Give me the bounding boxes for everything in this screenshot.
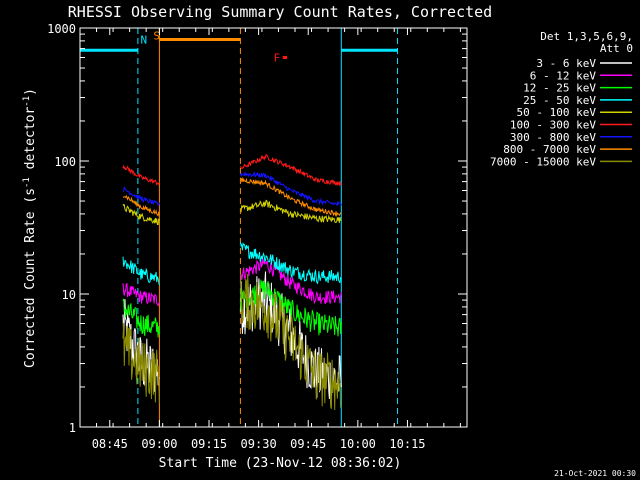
annotation-n: N (141, 33, 148, 46)
state-bars: N S F (80, 29, 398, 65)
plot-frame (79, 27, 468, 428)
series-layer (122, 153, 342, 411)
legend-label: 3 - 6 keV (536, 57, 596, 70)
series-trace (122, 194, 160, 217)
series-trace (239, 241, 342, 285)
series-6-12-kev (122, 258, 342, 307)
x-tick-label: 08:45 (92, 437, 128, 451)
axes: 08:45 09:00 09:15 09:30 09:45 10:00 10:15 1 10 10… (47, 22, 467, 451)
series-trace (240, 176, 342, 218)
series-trace (239, 170, 342, 207)
legend-label: 25 - 50 keV (523, 94, 596, 107)
x-axis-label: Start Time (23-Nov-12 08:36:02) (159, 456, 402, 471)
series-7000-15000-kev (122, 273, 342, 411)
x-tick-label: 09:45 (290, 437, 326, 451)
series-trace (239, 153, 342, 187)
legend-label: 100 - 300 keV (510, 119, 596, 132)
y-tick-label: 1000 (47, 22, 76, 36)
x-tick-label: 09:00 (141, 437, 177, 451)
series-300-800-kev (122, 170, 342, 207)
annotation-f: F (273, 52, 280, 65)
series-trace (122, 282, 160, 307)
x-tick-label: 09:15 (191, 437, 227, 451)
x-tick-label: 09:30 (241, 437, 277, 451)
series-trace (122, 186, 160, 207)
series-trace (122, 322, 160, 403)
series-800-7000-kev (122, 176, 342, 218)
y-tick-label: 1 (69, 421, 76, 435)
legend-label: 7000 - 15000 keV (490, 155, 596, 168)
x-tick-label: 10:15 (389, 437, 425, 451)
footer-date: 21-Oct-2021 00:30 (554, 469, 636, 478)
series-trace (239, 199, 342, 224)
legend-label: 800 - 7000 keV (503, 143, 596, 156)
legend-label: 12 - 25 keV (523, 82, 596, 95)
x-tick-label: 10:00 (340, 437, 376, 451)
series-trace (239, 273, 342, 411)
legend-label: 50 - 100 keV (517, 106, 597, 119)
legend-attenuator: Att 0 (600, 42, 633, 55)
series-trace (122, 256, 160, 286)
series-trace (122, 298, 160, 338)
legend-label: 300 - 800 keV (510, 131, 596, 144)
y-axis-label: Corrected Count Rate (s-1 detector-1) (22, 88, 38, 368)
y-axis-label-sup2: -1 (22, 96, 32, 107)
series-trace (122, 203, 160, 225)
chart-title: RHESSI Observing Summary Count Rates, Co… (68, 3, 492, 21)
series-25-50-kev (122, 241, 342, 286)
y-axis-label-sup1: -1 (22, 177, 32, 188)
series-trace (240, 258, 342, 305)
series-trace (122, 164, 160, 186)
y-axis-label-end: ) (23, 88, 38, 96)
y-tick-label: 100 (54, 155, 76, 169)
annotation-s: S (153, 29, 160, 42)
series-50-100-kev (122, 199, 342, 225)
legend-label: 6 - 12 keV (530, 69, 597, 82)
series-100-300-kev (122, 153, 342, 187)
legend-detectors: Det 1,3,5,6,9, (540, 30, 633, 43)
y-axis-label-main: Corrected Count Rate (s (23, 188, 38, 368)
y-axis-label-mid: detector (23, 107, 38, 178)
y-tick-label: 10 (62, 288, 76, 302)
